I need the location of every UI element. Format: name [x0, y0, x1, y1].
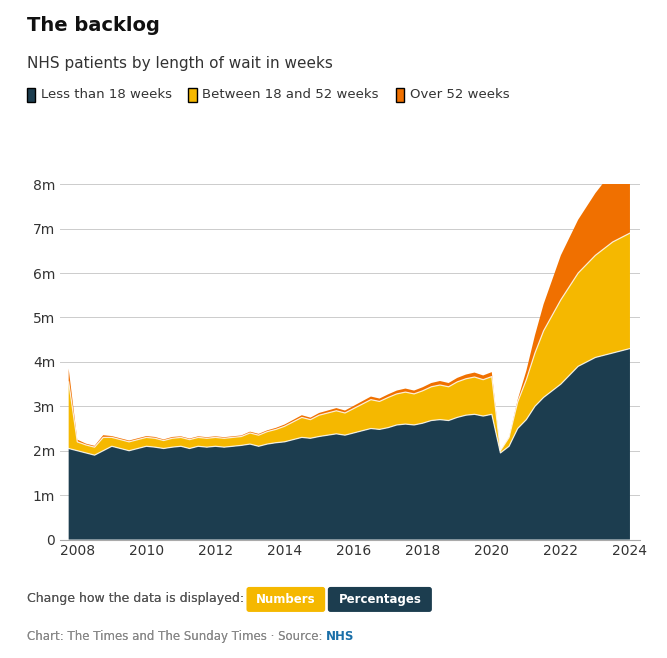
Text: Between 18 and 52 weeks: Between 18 and 52 weeks [202, 88, 379, 101]
Text: The backlog: The backlog [27, 16, 159, 36]
Text: Less than 18 weeks: Less than 18 weeks [41, 88, 171, 101]
Text: Chart: The Times and The Sunday Times · Source:: Chart: The Times and The Sunday Times · … [27, 630, 326, 644]
Text: Percentages: Percentages [338, 593, 422, 606]
Text: Over 52 weeks: Over 52 weeks [410, 88, 509, 101]
Text: Chart: The Times and The Sunday Times · Source:: Chart: The Times and The Sunday Times · … [27, 630, 326, 644]
Text: Change how the data is displayed:: Change how the data is displayed: [27, 592, 244, 605]
Text: NHS patients by length of wait in weeks: NHS patients by length of wait in weeks [27, 56, 333, 71]
Text: Numbers: Numbers [256, 593, 315, 606]
Text: NHS: NHS [326, 630, 354, 644]
Text: Change how the data is displayed:: Change how the data is displayed: [27, 592, 244, 605]
